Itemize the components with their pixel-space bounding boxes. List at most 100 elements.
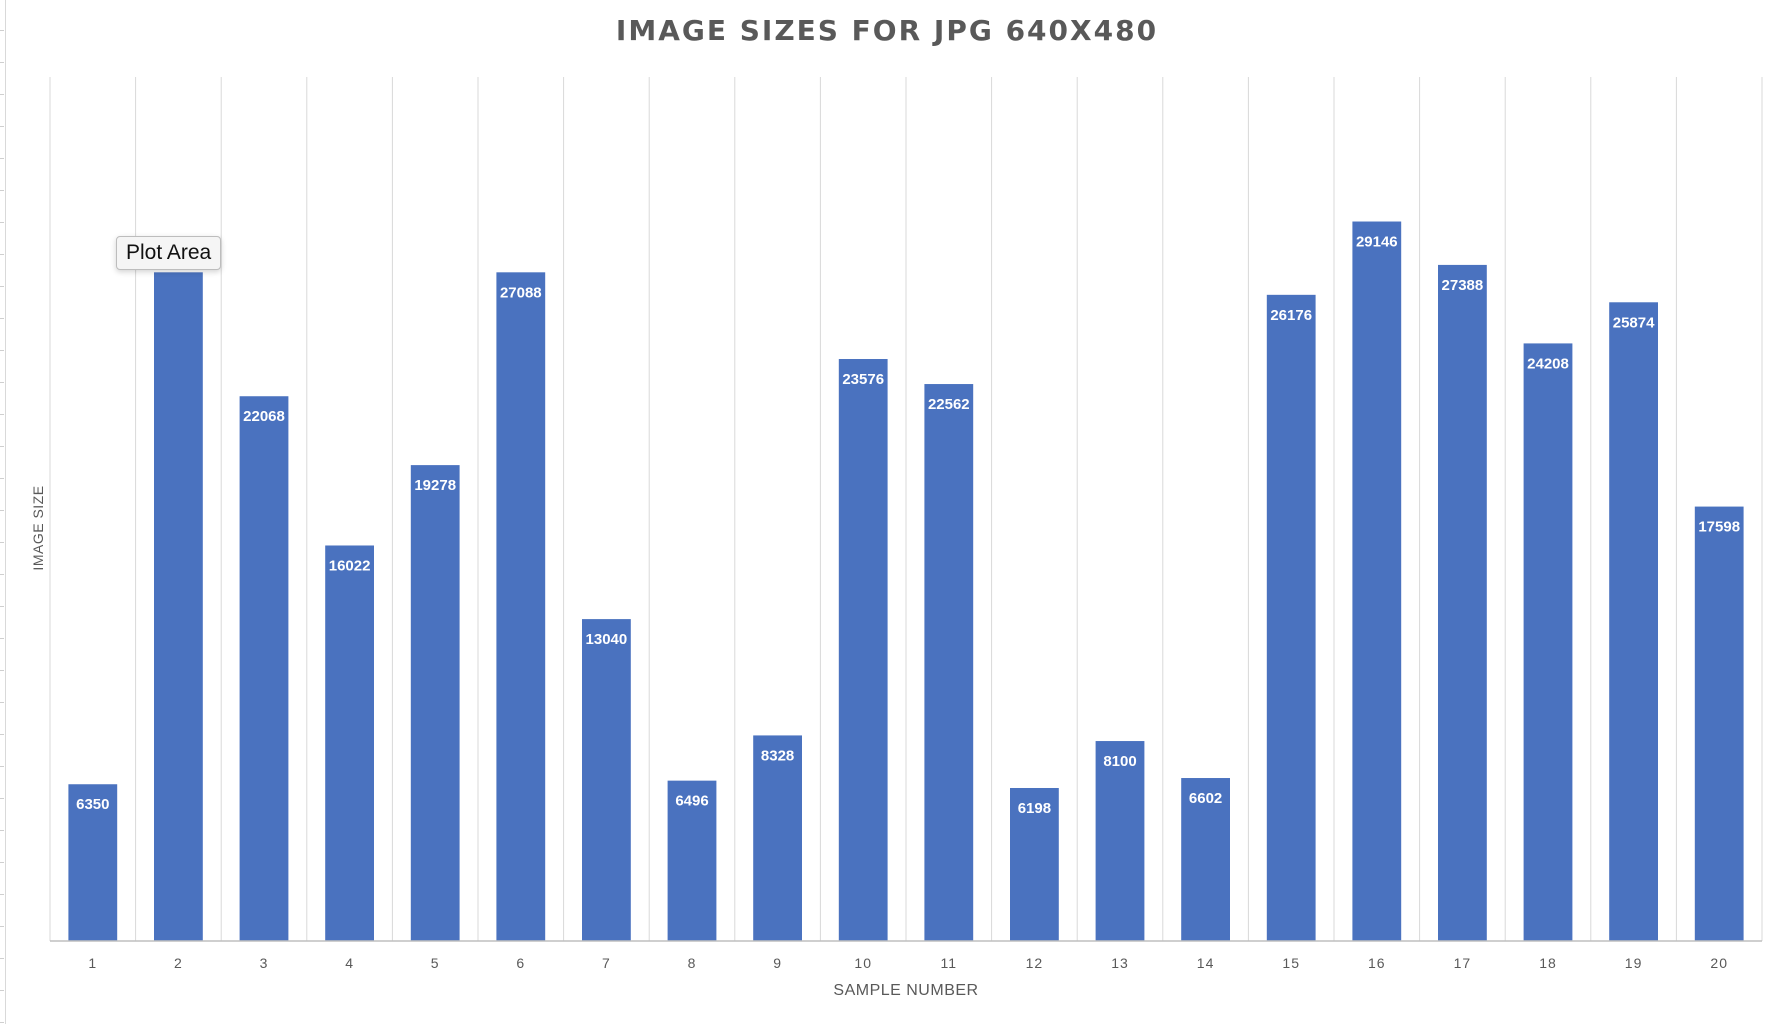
bar-9[interactable] bbox=[753, 735, 802, 941]
ruler-tick bbox=[0, 702, 4, 703]
x-tick-label-5: 5 bbox=[431, 955, 440, 971]
x-tick-label-1: 1 bbox=[88, 955, 97, 971]
window-left-border bbox=[0, 0, 6, 1024]
x-axis-label[interactable]: SAMPLE NUMBER bbox=[833, 982, 979, 999]
bar-11[interactable] bbox=[924, 384, 974, 942]
bar-3[interactable] bbox=[239, 396, 289, 941]
ruler-tick bbox=[0, 30, 4, 31]
bar-16[interactable] bbox=[1352, 221, 1402, 941]
x-tick-label-8: 8 bbox=[688, 955, 697, 971]
x-tick-label-7: 7 bbox=[602, 955, 611, 971]
ruler-tick bbox=[0, 222, 4, 223]
x-tick-label-11: 11 bbox=[941, 955, 958, 971]
ruler-tick bbox=[0, 574, 4, 575]
bar-15[interactable] bbox=[1266, 294, 1316, 941]
ruler-tick bbox=[0, 62, 4, 63]
ruler-tick bbox=[0, 542, 4, 543]
x-tick-label-17: 17 bbox=[1454, 955, 1472, 971]
x-tick-label-16: 16 bbox=[1368, 955, 1386, 971]
data-label-7[interactable]: 13040 bbox=[586, 631, 628, 648]
x-tick-label-2: 2 bbox=[174, 955, 183, 971]
ruler-tick bbox=[0, 318, 4, 319]
x-tick-label-12: 12 bbox=[1026, 955, 1044, 971]
gridlines bbox=[49, 77, 1763, 941]
data-labels: 6350 22068 16022 19278 27088 13040 6496 8328 235… bbox=[76, 234, 1740, 817]
x-tick-label-18: 18 bbox=[1539, 955, 1557, 971]
plot-area-tooltip: Plot Area bbox=[116, 236, 222, 270]
data-label-11[interactable]: 22562 bbox=[928, 396, 970, 413]
data-label-20[interactable]: 17598 bbox=[1698, 519, 1740, 536]
data-label-17[interactable]: 27388 bbox=[1442, 277, 1484, 294]
ruler-tick bbox=[0, 862, 4, 863]
ruler-tick bbox=[0, 190, 4, 191]
ruler-tick bbox=[0, 94, 4, 95]
data-label-3[interactable]: 22068 bbox=[243, 408, 285, 425]
data-label-12[interactable]: 6198 bbox=[1018, 800, 1051, 817]
bar-2[interactable] bbox=[154, 272, 203, 942]
bar-4[interactable] bbox=[325, 545, 374, 941]
ruler-tick bbox=[0, 350, 4, 351]
data-label-6[interactable]: 27088 bbox=[500, 284, 542, 301]
ruler-tick bbox=[0, 958, 4, 959]
bar-18[interactable] bbox=[1523, 343, 1573, 942]
x-tick-label-10: 10 bbox=[854, 955, 872, 971]
bar-8[interactable] bbox=[667, 780, 717, 941]
ruler-tick bbox=[0, 510, 4, 511]
ruler-tick bbox=[0, 158, 4, 159]
ruler-tick bbox=[0, 670, 4, 671]
ruler-tick bbox=[0, 766, 4, 767]
bar-10[interactable] bbox=[838, 359, 888, 941]
data-label-18[interactable]: 24208 bbox=[1527, 355, 1569, 372]
ruler-tick bbox=[0, 1022, 4, 1023]
data-label-4[interactable]: 16022 bbox=[329, 557, 371, 574]
bar-19[interactable] bbox=[1609, 302, 1658, 941]
x-tick-label-4: 4 bbox=[345, 955, 354, 971]
ruler-tick bbox=[0, 990, 4, 991]
bar-13[interactable] bbox=[1095, 741, 1145, 941]
data-label-16[interactable]: 29146 bbox=[1356, 234, 1398, 251]
bar-20[interactable] bbox=[1694, 506, 1744, 941]
x-tick-label-20: 20 bbox=[1710, 955, 1728, 971]
x-tick-label-15: 15 bbox=[1282, 955, 1300, 971]
data-label-13[interactable]: 8100 bbox=[1103, 753, 1136, 770]
chart-title[interactable]: IMAGE SIZES FOR JPG 640X480 bbox=[615, 14, 1159, 47]
ruler-tick bbox=[0, 478, 4, 479]
ruler-tick bbox=[0, 926, 4, 927]
bar-7[interactable] bbox=[582, 619, 631, 941]
ruler-tick bbox=[0, 414, 4, 415]
ruler-tick bbox=[0, 382, 4, 383]
bar-12[interactable] bbox=[1010, 787, 1059, 941]
ruler-tick bbox=[0, 894, 4, 895]
data-label-10[interactable]: 23576 bbox=[842, 371, 884, 388]
x-tick-label-14: 14 bbox=[1197, 955, 1215, 971]
ruler-tick bbox=[0, 830, 4, 831]
data-label-15[interactable]: 26176 bbox=[1270, 307, 1312, 324]
data-label-9[interactable]: 8328 bbox=[761, 747, 794, 764]
bar-5[interactable] bbox=[410, 465, 460, 941]
data-label-19[interactable]: 25874 bbox=[1613, 314, 1655, 331]
data-label-8[interactable]: 6496 bbox=[675, 793, 708, 810]
ruler-tick bbox=[0, 734, 4, 735]
ruler-tick bbox=[0, 126, 4, 127]
bar-17[interactable] bbox=[1438, 264, 1487, 941]
x-tick-label-19: 19 bbox=[1625, 955, 1643, 971]
ruler-tick bbox=[0, 446, 4, 447]
bar-1[interactable] bbox=[68, 784, 118, 941]
x-tick-label-3: 3 bbox=[260, 955, 269, 971]
bar-14[interactable] bbox=[1181, 778, 1230, 941]
ruler-tick bbox=[0, 638, 4, 639]
ruler-tick bbox=[0, 286, 4, 287]
data-label-5[interactable]: 19278 bbox=[414, 477, 456, 494]
data-label-1[interactable]: 6350 bbox=[76, 796, 109, 813]
x-tick-label-6: 6 bbox=[516, 955, 525, 971]
x-tick-label-9: 9 bbox=[773, 955, 782, 971]
bar-6[interactable] bbox=[496, 272, 546, 942]
ruler-tick bbox=[0, 606, 4, 607]
x-tick-label-13: 13 bbox=[1111, 955, 1129, 971]
bar-series[interactable] bbox=[68, 221, 1744, 942]
ruler-tick bbox=[0, 254, 4, 255]
x-axis-ticks: 1 2 3 4 5 6 7 8 9 10 11 12 13 14 15 16 17 18 19 20 bbox=[88, 955, 1728, 971]
data-label-14[interactable]: 6602 bbox=[1189, 790, 1222, 807]
